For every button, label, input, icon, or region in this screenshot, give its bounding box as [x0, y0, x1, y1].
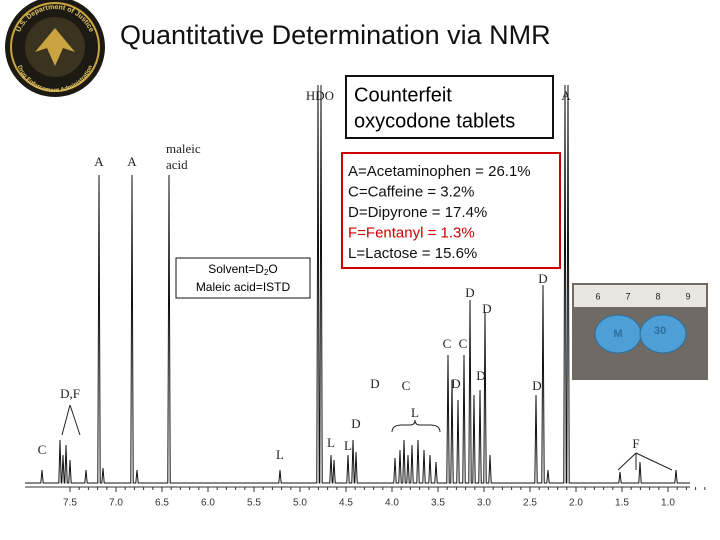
results-box [341, 152, 561, 269]
peak-label: A [94, 154, 104, 169]
annotation-arrow [61, 404, 71, 436]
peak-label: L [276, 447, 284, 462]
axis-tick-label: 5.5 [247, 498, 261, 509]
peak-label: C [38, 442, 47, 457]
ruler-number: 6 [595, 291, 600, 301]
peak-label: A [127, 154, 137, 169]
axis-tick-label: 4.0 [385, 498, 399, 509]
axis-tick-label: 2.5 [523, 498, 537, 509]
peak-label: A [561, 88, 571, 103]
axis-tick-label: 3.5 [431, 498, 445, 509]
peak-label: D [482, 301, 491, 316]
axis-tick-label: 7.0 [109, 498, 123, 509]
result-line: L=Lactose = 15.6% [348, 245, 477, 262]
axis-tick-label: 3.0 [477, 498, 491, 509]
solvent-box [175, 257, 311, 299]
peak-label: C [459, 336, 468, 351]
peak-label: L [327, 435, 335, 450]
peak-label: C [402, 378, 411, 393]
axis-tick-label: 4.5 [339, 498, 353, 509]
peak-label: C [443, 336, 452, 351]
peak-label: D [351, 416, 360, 431]
peak-label: D [451, 376, 460, 391]
axis-tick-label: 2.0 [569, 498, 583, 509]
result-line: F=Fentanyl = 1.3% [348, 224, 475, 241]
sample-box [345, 75, 554, 139]
result-line: A=Acetaminophen = 26.1% [348, 163, 531, 180]
ruler-number: 7 [625, 291, 630, 301]
result-line: C=Caffeine = 3.2% [348, 183, 474, 200]
tablet-photo: 6 7 8 9 M 30 [572, 283, 708, 380]
standard-text: Maleic acid=ISTD [196, 280, 291, 294]
spectrum-trace [25, 84, 690, 484]
peak-label: F [632, 436, 639, 451]
slide-title: Quantitative Determination via NMR [120, 20, 551, 50]
peak-label: D [532, 378, 541, 393]
peak-label: maleic [166, 141, 201, 156]
annotation-arrow [69, 404, 81, 436]
peak-label: D [538, 271, 547, 286]
axis-tick-label: 5.0 [293, 498, 307, 509]
peak-label: D [476, 368, 485, 383]
peak-label: L [344, 438, 352, 453]
axis-tick-label: 1.0 [661, 498, 675, 509]
axis-tick-label: 1.5 [615, 498, 629, 509]
peak-label: D,F [60, 386, 80, 401]
annotation-arrow [635, 452, 673, 471]
peak-label: L [411, 405, 419, 420]
results: A=Acetaminophen = 26.1% C=Caffeine = 3.2%… [348, 163, 531, 262]
peak-label: acid [166, 157, 188, 172]
axis-tick-label: 6.5 [155, 498, 169, 509]
sample-line: oxycodone tablets [354, 110, 515, 132]
pill-text: 30 [654, 325, 666, 337]
sample-line: Counterfeit [354, 84, 452, 106]
solvent-text: Solvent=D2O [208, 262, 278, 277]
axis-tick-label: 6.0 [201, 498, 215, 509]
svg-text:M: M [613, 328, 622, 340]
seal: U.S. Department of Justice Drug Enforcem… [5, 0, 105, 97]
peak-label: HDO [306, 88, 334, 103]
annotation-brace [391, 419, 441, 433]
ruler-number: 9 [685, 291, 690, 301]
solvent-prefix: Solvent=D [208, 262, 264, 276]
axis-tick-label: 7.5 [63, 498, 77, 509]
solvent-subscript: 2 [264, 268, 269, 277]
peak-label: D [465, 285, 474, 300]
peak-label: D [370, 376, 379, 391]
result-line: D=Dipyrone = 17.4% [348, 204, 487, 221]
ruler-number: 8 [655, 291, 660, 301]
annotation-arrow [617, 452, 637, 471]
spectrum: 7.5 7.0 6.5 6.0 5.5 5.0 4.5 4.0 3.5 3.0 2.5 2.0 1.5 1… [25, 84, 706, 509]
solvent-suffix: O [268, 262, 277, 276]
